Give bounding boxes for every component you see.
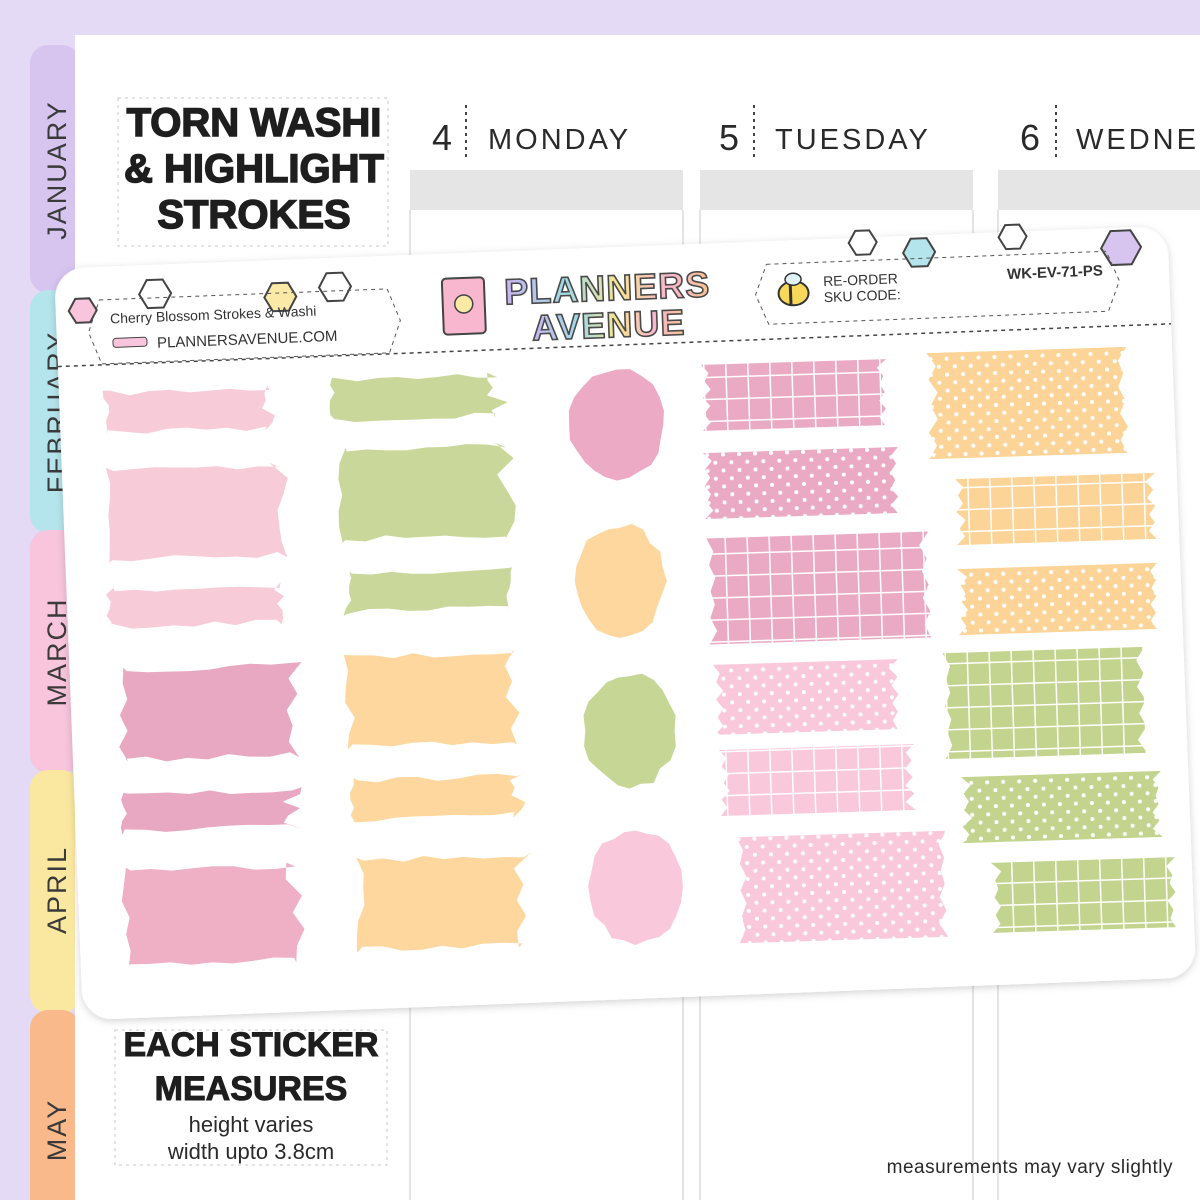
bee-icon — [777, 272, 810, 307]
washi-strip — [706, 531, 932, 645]
washi-strip — [712, 659, 899, 735]
highlight-stroke — [343, 565, 513, 616]
reorder-label: RE-ORDER — [823, 270, 898, 289]
header-divider — [57, 323, 1172, 368]
size-line: height varies — [189, 1112, 314, 1137]
tab-may — [30, 1010, 80, 1200]
label-frame — [755, 250, 1120, 325]
washi-strip — [926, 346, 1128, 460]
tab-label: MARCH — [42, 598, 72, 707]
washi-strip — [736, 830, 949, 944]
website: PLANNERSAVENUE.COM — [157, 328, 338, 352]
size-heading: EACH STICKER — [123, 1026, 378, 1064]
planner-icon — [440, 276, 487, 336]
washi-strip — [990, 857, 1176, 933]
highlight-stroke — [356, 852, 532, 953]
product-name: Cherry Blossom Strokes & Washi — [110, 303, 317, 327]
brand-line: AVENUE — [531, 301, 686, 348]
label-frame — [88, 288, 401, 365]
highlight-stroke — [105, 582, 285, 630]
washi-strip — [961, 770, 1163, 844]
tab-label: APRIL — [42, 846, 72, 934]
footnote: measurements may vary slightly — [887, 1157, 1173, 1178]
highlight-stroke — [350, 772, 527, 823]
day-name: WEDNE — [1076, 124, 1199, 156]
blob-sticker — [588, 830, 683, 946]
washi-strip — [701, 359, 886, 431]
blob-sticker — [574, 523, 667, 638]
tab-january — [30, 45, 80, 293]
highlight-stroke — [338, 442, 516, 543]
tab-label: MAY — [42, 1099, 72, 1162]
highlight-stroke — [120, 787, 303, 835]
brand-line: PLANNERS — [504, 263, 711, 312]
washi-strip — [955, 472, 1157, 546]
tab-april — [30, 770, 80, 1013]
stickers — [102, 346, 1176, 968]
size-line: width upto 3.8cm — [167, 1139, 334, 1164]
washi-strip — [942, 646, 1148, 760]
reorder-label: SKU CODE: — [823, 286, 901, 305]
day-name: MONDAY — [488, 124, 631, 156]
size-heading: MEASURES — [155, 1070, 348, 1108]
highlight-stroke — [105, 462, 288, 563]
pencil-icon — [112, 336, 148, 348]
highlight-stroke — [102, 385, 275, 436]
day-number: 5 — [719, 117, 739, 158]
blob-sticker — [568, 369, 664, 481]
highlight-stroke — [329, 372, 508, 423]
hexagons — [67, 223, 1143, 324]
washi-strip — [703, 446, 899, 520]
day-number: 6 — [1020, 117, 1040, 158]
day-name: TUESDAY — [775, 124, 931, 156]
tab-label: JANUARY — [42, 100, 72, 240]
title-line: STROKES — [157, 193, 350, 237]
highlight-stroke — [121, 862, 305, 968]
washi-strip — [719, 743, 916, 817]
title-line: TORN WASHI — [127, 101, 382, 145]
washi-strip — [957, 562, 1157, 636]
title-line: & HIGHLIGHT — [124, 147, 384, 191]
blob-sticker — [583, 673, 676, 789]
highlight-stroke — [119, 662, 302, 763]
day-number: 4 — [432, 117, 452, 158]
title-box — [114, 97, 389, 1166]
sku-code: WK-EV-71-PS — [1007, 262, 1103, 283]
highlight-stroke — [343, 649, 520, 750]
